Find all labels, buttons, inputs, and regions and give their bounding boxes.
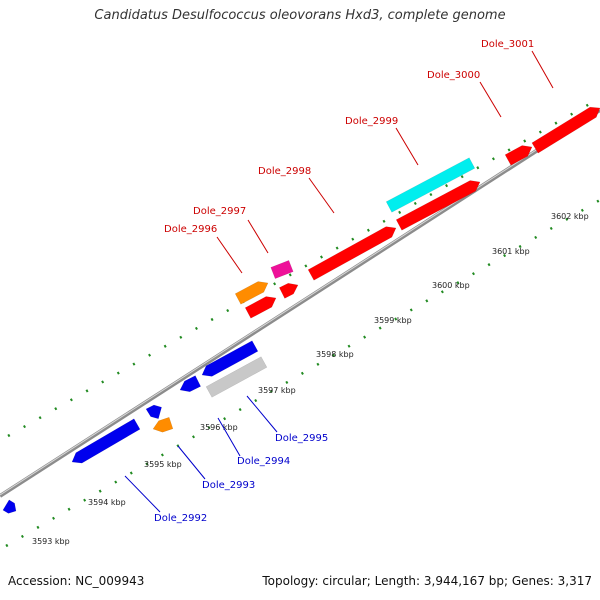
kbp-label: 3597 kbp [258, 386, 296, 395]
kbp-label: 3596 kbp [200, 423, 238, 432]
gene-leader-line [531, 50, 554, 89]
accession-label: Accession: NC_009943 [8, 574, 145, 588]
gene-feature [531, 106, 600, 154]
gene-leader-line [217, 417, 241, 457]
gene-label[interactable]: Dole_2998 [258, 166, 311, 177]
gene-feature [385, 157, 476, 213]
gene-leader-line [124, 475, 161, 513]
gene-leader-line [247, 219, 269, 254]
kbp-label: 3598 kbp [316, 350, 354, 359]
genome-backbone [0, 108, 600, 498]
gene-feature [71, 418, 141, 464]
gene-label[interactable]: Dole_3000 [427, 70, 480, 81]
gene-leader-line [177, 445, 206, 480]
gene-feature [152, 416, 174, 433]
gene-feature [278, 282, 299, 299]
gene-leader-line [216, 236, 243, 274]
kbp-label: 3595 kbp [144, 460, 182, 469]
kbp-label: 3600 kbp [432, 281, 470, 290]
gene-label[interactable]: Dole_2997 [193, 206, 246, 217]
genome-summary: Topology: circular; Length: 3,944,167 bp… [262, 574, 592, 588]
gene-leader-line [395, 127, 419, 166]
gene-feature [2, 499, 17, 514]
inner-tick-ring [5, 198, 600, 548]
gene-feature [244, 296, 277, 319]
kbp-label: 3602 kbp [551, 212, 589, 221]
gene-feature [145, 404, 162, 420]
gene-label[interactable]: Dole_2995 [275, 433, 328, 444]
gene-feature [179, 375, 202, 393]
gene-features [2, 106, 600, 514]
gene-label[interactable]: Dole_2992 [154, 513, 207, 524]
gene-feature [504, 145, 533, 166]
kbp-scale: 3593 kbp 3594 kbp 3595 kbp 3596 kbp 3597 kbp… [32, 212, 589, 546]
gene-feature [205, 356, 268, 398]
gene-leader-line [246, 395, 278, 433]
gene-leader-line [308, 177, 335, 214]
genome-backbone-highlight [0, 108, 600, 496]
gene-label[interactable]: Dole_2993 [202, 480, 255, 491]
gene-feature [395, 180, 481, 231]
gene-feature [201, 340, 259, 377]
kbp-label: 3594 kbp [88, 498, 126, 507]
kbp-label: 3593 kbp [32, 537, 70, 546]
gene-leader-line [479, 81, 502, 118]
gene-feature [234, 281, 269, 305]
gene-feature [270, 260, 294, 279]
gene-feature [307, 226, 397, 281]
kbp-label: 3601 kbp [492, 247, 530, 256]
kbp-label: 3599 kbp [374, 316, 412, 325]
outer-tick-ring [7, 96, 600, 438]
gene-labels: Dole_2992 Dole_2993 Dole_2994 Dole_2995 Dole… [124, 39, 554, 524]
gene-label[interactable]: Dole_2994 [237, 456, 290, 467]
gene-label[interactable]: Dole_3001 [481, 39, 534, 50]
gene-label[interactable]: Dole_2999 [345, 116, 398, 127]
map-title: Candidatus Desulfococcus oleovorans Hxd3… [94, 8, 506, 23]
gene-label[interactable]: Dole_2996 [164, 224, 217, 235]
